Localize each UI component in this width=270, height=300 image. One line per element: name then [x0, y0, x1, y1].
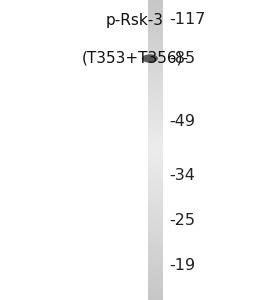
Text: -19: -19: [169, 258, 195, 273]
Text: -25: -25: [169, 213, 195, 228]
Text: -85: -85: [169, 51, 195, 66]
Ellipse shape: [142, 54, 158, 63]
Text: p-Rsk-3: p-Rsk-3: [106, 14, 164, 28]
Text: (T353+T356)-: (T353+T356)-: [82, 51, 188, 66]
Text: -34: -34: [169, 168, 195, 183]
Text: -49: -49: [169, 114, 195, 129]
Text: -117: -117: [169, 12, 205, 27]
